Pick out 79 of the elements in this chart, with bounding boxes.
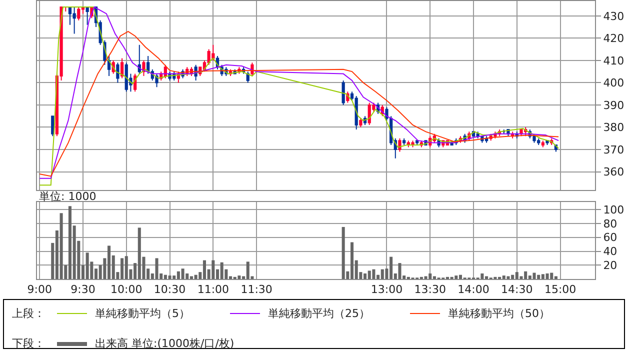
bar	[168, 276, 172, 279]
bar	[546, 273, 549, 279]
x-tick-label: 11:00	[197, 283, 230, 296]
bar	[60, 213, 63, 279]
candlestick	[86, 6, 89, 26]
bar	[124, 256, 128, 279]
candlestick	[138, 44, 141, 74]
y-tick-label: 20	[603, 258, 618, 272]
y-tick-label: 430	[603, 10, 624, 23]
x-tick-label: 13:00	[370, 283, 403, 296]
bar	[398, 263, 402, 279]
y-tick-label: 410	[603, 54, 624, 68]
candlestick	[411, 140, 414, 148]
bar	[532, 272, 536, 279]
bar	[172, 276, 176, 279]
bar	[550, 272, 554, 279]
bar	[502, 276, 506, 279]
y-tick-label: 390	[603, 98, 624, 112]
bar	[424, 276, 428, 279]
y-tick-label: 60	[603, 231, 618, 244]
bar	[506, 276, 510, 279]
y-tick-label: 420	[603, 32, 624, 46]
bar	[202, 260, 206, 279]
x-tick-label: 11:30	[240, 283, 272, 296]
annotation: 単位: 1000	[39, 190, 96, 203]
y-tick-label: 370	[603, 143, 624, 156]
bar	[246, 262, 250, 279]
y-tick-label: 380	[603, 121, 624, 134]
bar	[342, 226, 345, 279]
legend-label: 単純移動平均（5）	[94, 306, 190, 321]
bar	[155, 258, 158, 279]
bar	[212, 260, 215, 279]
x-tick-label: 9:00	[27, 283, 52, 296]
bar	[194, 274, 198, 279]
candlestick	[51, 116, 54, 137]
legend-label: 単純移動平均（50）	[447, 306, 550, 321]
bar	[238, 276, 241, 279]
line-series	[39, 31, 560, 177]
y-tick-label: 100	[603, 203, 624, 216]
x-tick-label: 14:30	[501, 283, 533, 296]
bar	[458, 274, 462, 279]
candlestick	[398, 138, 402, 152]
legend-label: 単純移動平均（25）	[267, 306, 370, 321]
x-tick-label: 10:30	[154, 283, 186, 296]
legend-label: 出来高 単位:(1000株/口/枚)	[94, 336, 234, 351]
legend-title: 上段：	[12, 306, 45, 321]
bar	[428, 273, 432, 279]
y-tick-label: 80	[603, 217, 618, 230]
candlestick	[402, 138, 406, 146]
candlestick	[64, 6, 68, 12]
bar	[372, 269, 376, 279]
bar	[368, 270, 371, 279]
candlestick	[546, 140, 549, 146]
candlestick	[120, 58, 124, 79]
candlestick	[107, 55, 111, 77]
candlestick	[77, 6, 80, 21]
y-tick-label: 400	[603, 76, 624, 90]
bar	[554, 276, 558, 279]
candlestick	[116, 62, 120, 84]
bar	[86, 252, 89, 279]
bar	[480, 273, 484, 279]
candlestick	[212, 44, 215, 61]
x-tick-label: 14:00	[458, 283, 490, 296]
candlestick	[72, 6, 76, 34]
candlestick	[342, 80, 345, 106]
candlestick	[416, 140, 419, 146]
x-tick-label: 10:00	[110, 283, 142, 296]
candlestick	[359, 118, 362, 128]
bar	[380, 269, 384, 279]
bar	[454, 276, 458, 279]
bar	[181, 268, 184, 279]
bar	[220, 262, 224, 279]
y-tick-label: 360	[603, 166, 624, 179]
x-tick-label: 9:30	[70, 283, 96, 296]
legend-title: 下段：	[12, 336, 45, 351]
candlestick	[541, 140, 544, 148]
x-tick-label: 13:30	[414, 283, 446, 296]
y-tick-label: 40	[603, 245, 618, 258]
x-tick-label: 15:00	[544, 283, 576, 296]
